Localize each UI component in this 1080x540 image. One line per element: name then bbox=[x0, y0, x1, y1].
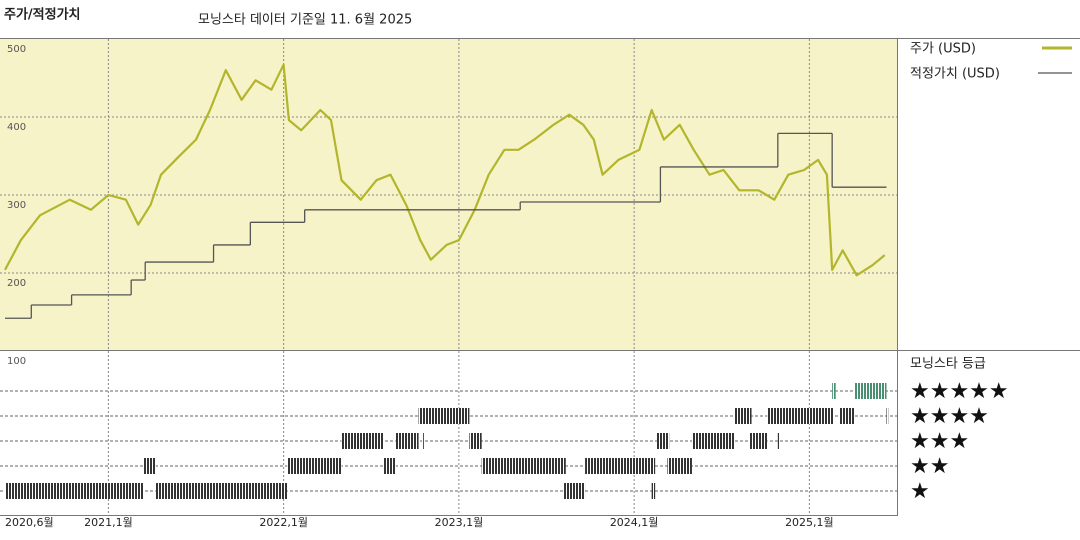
rating-period bbox=[886, 408, 889, 424]
y-tick-label: 500 bbox=[7, 44, 26, 55]
x-tick-label: 2025,1월 bbox=[785, 516, 834, 529]
rating-period bbox=[839, 408, 855, 424]
rating-period bbox=[691, 433, 735, 449]
legend-label: 적정가치 (USD) bbox=[910, 67, 1000, 82]
rating-period bbox=[155, 483, 288, 499]
rating-label: ★★ bbox=[910, 454, 949, 479]
rating-period bbox=[734, 408, 752, 424]
rating-period bbox=[651, 483, 656, 499]
x-tick-label: 2023,1월 bbox=[435, 516, 484, 529]
rating-period bbox=[564, 483, 586, 499]
rating-label: ★★★★ bbox=[910, 404, 989, 429]
rating-period bbox=[5, 483, 144, 499]
y-tick-label: 100 bbox=[7, 356, 26, 367]
rating-period bbox=[767, 408, 834, 424]
rating-period bbox=[656, 433, 670, 449]
x-tick-label: 2024,1월 bbox=[610, 516, 659, 529]
ratings-title: 모닝스타 등급 bbox=[910, 357, 986, 372]
price-line bbox=[4, 63, 886, 277]
rating-period bbox=[422, 433, 424, 449]
chart-title: 주가/적정가치 bbox=[4, 7, 81, 23]
rating-period bbox=[383, 458, 396, 474]
x-tick-label: 2020,6월 bbox=[5, 516, 54, 529]
legend-label: 주가 (USD) bbox=[910, 42, 976, 57]
y-tick-label: 400 bbox=[7, 122, 26, 133]
rating-period bbox=[749, 433, 768, 449]
rating-period bbox=[854, 383, 887, 399]
rating-period bbox=[341, 433, 384, 449]
rating-period bbox=[418, 408, 470, 424]
rating-period bbox=[395, 433, 419, 449]
chart-layer: 100 200 300 400 500 2020,6월 2021,1월 2022,1월 2023… bbox=[0, 39, 1072, 529]
rating-period bbox=[667, 458, 692, 474]
rating-label: ★★★★★ bbox=[910, 379, 1009, 404]
rating-period bbox=[143, 458, 156, 474]
rating-period bbox=[287, 458, 342, 474]
x-tick-label: 2022,1월 bbox=[259, 516, 308, 529]
rating-period bbox=[777, 433, 780, 449]
chart-subtitle: 모닝스타 데이터 기준일 11. 6월 2025 bbox=[198, 13, 412, 28]
rating-period bbox=[832, 383, 836, 399]
rating-label: ★★★ bbox=[910, 429, 969, 454]
rating-label: ★ bbox=[910, 479, 930, 504]
y-tick-label: 200 bbox=[7, 278, 26, 289]
rating-period bbox=[585, 458, 656, 474]
y-tick-label: 300 bbox=[7, 200, 26, 211]
rating-period bbox=[481, 458, 566, 474]
rating-period bbox=[469, 433, 482, 449]
x-tick-label: 2021,1월 bbox=[84, 516, 133, 529]
